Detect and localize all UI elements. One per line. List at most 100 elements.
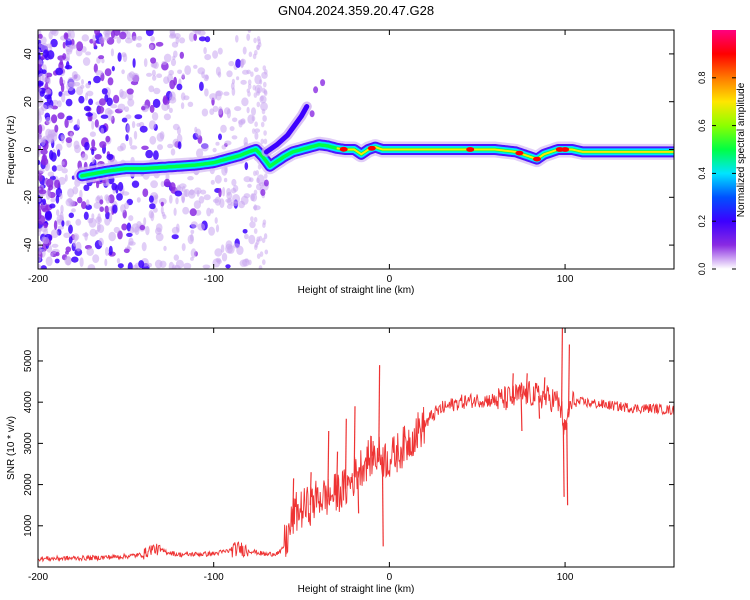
noise-blob — [193, 33, 197, 41]
noise-blob — [65, 61, 70, 70]
noise-blob — [212, 258, 221, 268]
noise-blob — [193, 64, 198, 69]
noise-blob — [42, 236, 50, 245]
noise-blob — [122, 53, 128, 63]
noise-blob — [107, 77, 114, 86]
noise-blob — [77, 196, 83, 204]
noise-blob — [68, 200, 76, 207]
noise-blob — [67, 30, 72, 37]
noise-blob — [145, 225, 150, 236]
noise-blob — [206, 207, 212, 217]
noise-blob — [263, 90, 268, 96]
noise-blob — [93, 202, 101, 209]
noise-blob — [96, 195, 101, 201]
noise-blob — [129, 136, 133, 147]
noise-blob — [225, 264, 231, 269]
noise-blob — [161, 102, 170, 112]
noise-blob — [251, 107, 256, 116]
noise-blob — [175, 197, 179, 205]
noise-blob — [54, 258, 60, 264]
noise-blob — [83, 105, 91, 112]
noise-blob — [136, 122, 141, 127]
noise-blob — [98, 36, 106, 44]
noise-blob — [220, 244, 225, 253]
noise-blob — [117, 263, 124, 269]
snr-spike — [327, 430, 330, 497]
noise-blob — [248, 234, 256, 245]
snr-spike — [525, 373, 528, 394]
noise-blob — [139, 125, 148, 133]
noise-blob — [220, 124, 227, 133]
noise-blob — [64, 118, 69, 128]
noise-blob — [88, 98, 94, 106]
noise-blob — [125, 114, 132, 120]
noise-blob — [38, 107, 45, 116]
noise-blob — [63, 32, 69, 40]
noise-blob — [264, 173, 268, 179]
noise-blob — [175, 36, 180, 45]
noise-blob — [72, 240, 77, 247]
snr-spike — [543, 377, 546, 398]
noise-blob — [119, 88, 124, 98]
noise-blob — [222, 186, 226, 197]
colorbar: 0.0 0.2 0.4 0.6 0.8 Normalized spectral ampl… — [697, 30, 747, 275]
noise-blob — [152, 75, 157, 81]
spectrogram-y-tick-label: 0 — [23, 146, 34, 152]
noise-blob — [134, 114, 143, 120]
noise-blob — [133, 130, 138, 140]
noise-blob — [127, 98, 135, 107]
noise-blob — [51, 243, 59, 248]
noise-blob — [250, 71, 254, 77]
noise-blob — [148, 85, 155, 93]
noise-blob — [201, 142, 209, 152]
noise-blob — [217, 106, 223, 115]
noise-blob — [38, 101, 42, 107]
noise-blob — [143, 58, 148, 68]
noise-blob — [212, 50, 219, 59]
noise-blob — [119, 31, 127, 40]
noise-blob — [100, 114, 109, 119]
noise-blob — [123, 202, 130, 210]
noise-blob — [142, 188, 149, 197]
snr-spike — [381, 457, 384, 547]
noise-blob — [189, 208, 197, 217]
noise-blob — [40, 157, 49, 166]
noise-blob — [177, 141, 182, 150]
noise-blob — [247, 91, 251, 97]
noise-blob — [54, 124, 59, 133]
noise-blob — [188, 189, 196, 199]
noise-blob — [229, 126, 235, 132]
noise-blob — [100, 127, 105, 135]
snr-x-tick-label: 0 — [387, 572, 393, 583]
noise-blob — [256, 44, 260, 51]
noise-blob — [38, 114, 43, 124]
snr-spike — [357, 471, 360, 514]
noise-blob — [151, 69, 156, 77]
noise-blob — [38, 159, 41, 166]
noise-blob — [243, 193, 251, 199]
noise-blob — [203, 47, 207, 55]
noise-blob — [97, 105, 105, 114]
noise-blob — [79, 189, 83, 199]
noise-blob — [196, 148, 204, 159]
noise-blob — [117, 181, 124, 192]
noise-blob — [197, 67, 206, 75]
noise-blob — [194, 187, 202, 195]
noise-blob — [152, 98, 161, 108]
noise-blob — [209, 93, 218, 101]
noise-blob — [262, 115, 267, 122]
snr-y-axis-label: SNR (10 * v/v) — [6, 416, 17, 480]
noise-blob — [49, 43, 53, 53]
noise-blob — [68, 212, 75, 219]
noise-blob — [104, 205, 109, 214]
noise-blob — [255, 183, 262, 191]
noise-blob — [243, 176, 252, 183]
ridge-peak — [533, 156, 541, 162]
noise-blob — [58, 176, 66, 185]
noise-blob — [224, 107, 231, 115]
noise-blob — [246, 33, 251, 41]
noise-blob — [246, 106, 250, 114]
noise-blob — [254, 121, 258, 127]
noise-blob — [81, 201, 87, 210]
noise-blob — [248, 51, 253, 58]
